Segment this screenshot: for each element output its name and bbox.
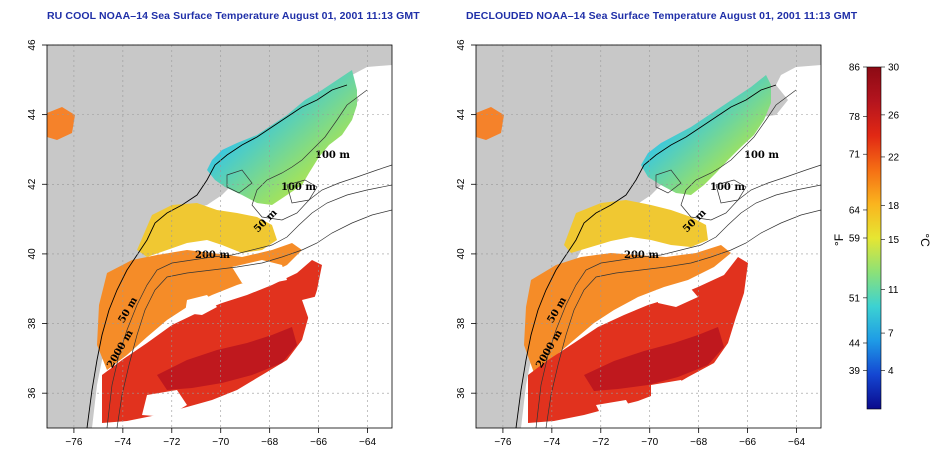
lat-tick-label: 44: [456, 109, 467, 121]
lat-tick-label: 42: [27, 178, 38, 190]
colorbar-f-tick-label: 39: [849, 366, 861, 377]
colorbar-f-tick-label: 64: [849, 205, 861, 216]
shelf-warm-band: [564, 200, 708, 253]
contour-label-100m-a: 100 m: [315, 150, 350, 161]
fahrenheit-unit-label: °F: [832, 234, 846, 246]
depth-contours: [106, 89, 393, 429]
depth-contours: [535, 89, 822, 429]
lat-tick-label: 44: [27, 109, 38, 121]
colorbar-gradient: [866, 66, 882, 410]
temperature-colorbar: 86 78 71 64 59 51 44 39 30 26 22 18 15 11 7 4 °F °C: [832, 63, 932, 410]
colorbar-c-tick-label: 18: [888, 201, 900, 212]
colorbar-c-tick-label: 26: [888, 110, 900, 121]
lon-tick-label: −76: [65, 437, 82, 448]
panel-frame: [46, 44, 393, 429]
lat-tick-label: 42: [456, 178, 467, 190]
lon-tick-label: −68: [690, 437, 707, 448]
contour-label-100m-a: 100 m: [744, 150, 779, 161]
coastline: [86, 84, 348, 429]
colorbar-f-tick-label: 71: [849, 150, 861, 161]
colorbar-f-tick-label: 78: [849, 112, 861, 123]
contour-label-100m-b: 100 m: [710, 182, 745, 193]
right-map-panel: 100 m 100 m 50 m 200 m 50 m 2000 m −76 −7…: [456, 39, 822, 448]
lon-tick-label: −66: [310, 437, 327, 448]
contour-label-200m: 200 m: [624, 250, 659, 261]
offshore-warm-blob: [47, 107, 75, 140]
left-panel-title: RU COOL NOAA–14 Sea Surface Temperature …: [47, 10, 420, 22]
right-panel-title: DECLOUDED NOAA–14 Sea Surface Temperatur…: [466, 10, 858, 22]
gulf-stream-core: [157, 327, 297, 390]
colorbar-c-tick-label: 22: [888, 152, 900, 163]
lon-tick-label: −74: [543, 437, 560, 448]
lon-tick-label: −66: [739, 437, 756, 448]
contour-label-200m: 200 m: [195, 250, 230, 261]
lat-tick-label: 38: [456, 318, 467, 330]
lat-tick-label: 36: [456, 387, 467, 399]
lon-tick-label: −64: [359, 437, 376, 448]
colorbar-f-tick-label: 86: [849, 63, 861, 74]
panel-frame: [475, 44, 822, 429]
left-map-panel: 100 m 100 m 50 m 200 m 50 m 2000 m −76 −7…: [27, 39, 393, 448]
slope-water: [524, 245, 731, 373]
axis-ticks: −76 −74 −72 −70 −68 −66 −64 36 38 40 42 44 46: [456, 39, 805, 448]
lon-tick-label: −74: [114, 437, 131, 448]
lat-tick-label: 46: [27, 39, 38, 51]
lon-tick-label: −68: [261, 437, 278, 448]
graticule: [47, 44, 392, 428]
lon-tick-label: −70: [212, 437, 229, 448]
colorbar-f-tick-label: 51: [849, 293, 861, 304]
colorbar-c-tick-label: 30: [888, 63, 900, 74]
lon-tick-label: −70: [641, 437, 658, 448]
graticule: [476, 44, 821, 428]
lat-tick-label: 40: [27, 248, 38, 260]
cloud-patches: [596, 250, 821, 428]
lat-tick-label: 36: [27, 387, 38, 399]
offshore-warm-blob: [476, 107, 504, 140]
contour-label-100m-b: 100 m: [281, 182, 316, 193]
colorbar-c-tick-label: 11: [888, 285, 899, 296]
colorbar-ticks: 86 78 71 64 59 51 44 39 30 26 22 18 15 11 7 4: [849, 63, 900, 378]
lat-tick-label: 46: [456, 39, 467, 51]
colorbar-c-tick-label: 7: [888, 329, 894, 340]
lat-tick-label: 38: [27, 318, 38, 330]
celsius-unit-label: °C: [918, 233, 932, 247]
lon-tick-label: −64: [788, 437, 805, 448]
coastline: [515, 84, 777, 429]
colorbar-c-tick-label: 15: [888, 235, 900, 246]
colorbar-f-tick-label: 44: [849, 338, 861, 349]
cool-water-north: [641, 75, 771, 195]
gulf-stream: [102, 260, 322, 423]
cool-water-north: [207, 70, 357, 205]
gulf-stream-core: [584, 327, 724, 391]
cloud-patches: [107, 260, 392, 428]
axis-ticks: −76 −74 −72 −70 −68 −66 −64 36 38 40 42 44 46: [27, 39, 376, 448]
colorbar-c-tick-label: 4: [888, 366, 894, 377]
lat-tick-label: 40: [456, 248, 467, 260]
lon-tick-label: −72: [163, 437, 180, 448]
lon-tick-label: −72: [592, 437, 609, 448]
lon-tick-label: −76: [494, 437, 511, 448]
colorbar-f-tick-label: 59: [849, 234, 861, 245]
